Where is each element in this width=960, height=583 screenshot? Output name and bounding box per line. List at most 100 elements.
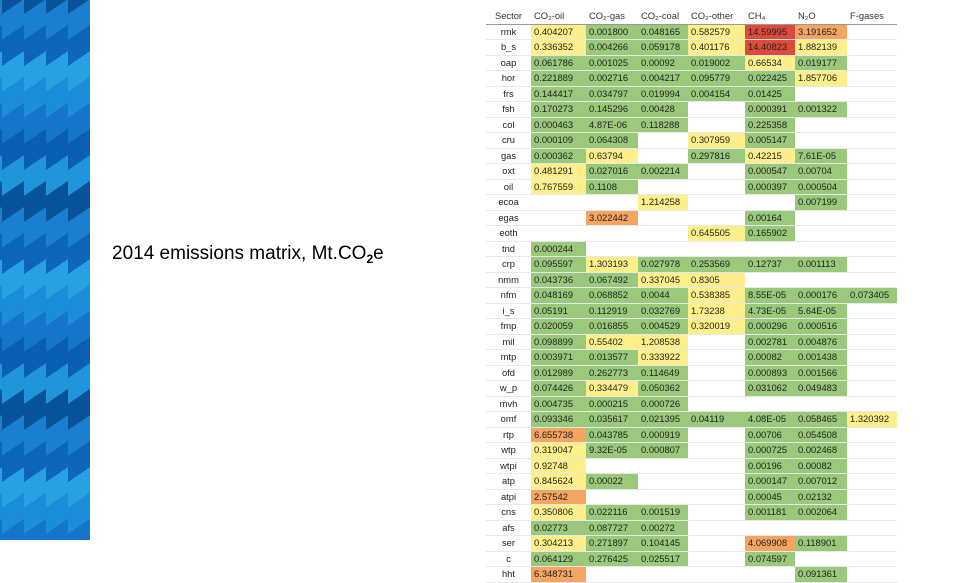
table-cell: 0.92748 bbox=[531, 458, 586, 474]
table-cell: 0.767559 bbox=[531, 179, 586, 195]
table-cell: 0.049483 bbox=[795, 380, 847, 396]
stripe-tile bbox=[2, 129, 24, 170]
stripe-tile bbox=[24, 467, 46, 508]
decorative-blue-stripe bbox=[0, 0, 90, 540]
table-row: wtpi 0.92748 0.00196 0.00082 bbox=[486, 458, 897, 474]
table-cell: 0.031062 bbox=[745, 380, 795, 396]
stripe-tile bbox=[0, 233, 2, 261]
sector-label: cru bbox=[486, 132, 531, 148]
table-cell: 2.57542 bbox=[531, 489, 586, 505]
table-cell: 7.61E-05 bbox=[795, 148, 847, 164]
stripe-tile bbox=[68, 233, 90, 274]
table-cell: 0.0044 bbox=[638, 287, 688, 303]
table-cell: 0.001113 bbox=[795, 256, 847, 272]
table-row: nfm 0.048169 0.068852 0.0044 0.538385 8.55E-0… bbox=[486, 287, 897, 303]
stripe-tile bbox=[2, 233, 24, 274]
stripe-tile bbox=[2, 415, 24, 456]
table-cell: 0.00196 bbox=[745, 458, 795, 474]
table-cell bbox=[688, 194, 745, 210]
stripe-tile bbox=[24, 285, 46, 326]
table-row: omf 0.093346 0.035617 0.021395 0.04119 4.08E-… bbox=[486, 411, 897, 427]
stripe-tile bbox=[2, 181, 24, 222]
table-cell bbox=[847, 210, 897, 226]
table-cell: 0.035617 bbox=[586, 411, 638, 427]
table-cell bbox=[847, 194, 897, 210]
table-cell bbox=[688, 396, 745, 412]
table-row: oil 0.767559 0.1108 0.000397 0.000504 bbox=[486, 179, 897, 195]
stripe-tile bbox=[68, 0, 90, 40]
table-cell bbox=[531, 194, 586, 210]
stripe-tile bbox=[24, 363, 46, 404]
stripe-tile bbox=[68, 519, 90, 540]
sector-label: frs bbox=[486, 86, 531, 102]
table-cell bbox=[847, 101, 897, 117]
stripe-tile bbox=[24, 0, 46, 40]
table-cell: 0.165902 bbox=[745, 225, 795, 241]
table-cell: 0.000726 bbox=[638, 396, 688, 412]
stripe-tile bbox=[46, 25, 68, 66]
stripe-tile bbox=[68, 207, 90, 248]
stripe-tile bbox=[24, 493, 46, 534]
table-cell: 0.00092 bbox=[638, 55, 688, 71]
table-cell: 0.000296 bbox=[745, 318, 795, 334]
stripe-tile bbox=[24, 103, 46, 144]
table-cell bbox=[847, 132, 897, 148]
table-cell: 0.034797 bbox=[586, 86, 638, 102]
table-cell: 0.000109 bbox=[531, 132, 586, 148]
table-cell: 1.857706 bbox=[795, 70, 847, 86]
table-row: fsh 0.170273 0.145296 0.00428 0.000391 0.0013… bbox=[486, 101, 897, 117]
table-cell: 0.42215 bbox=[745, 148, 795, 164]
table-row: w_p 0.074426 0.334479 0.050362 0.031062 0.049… bbox=[486, 380, 897, 396]
table-cell: 0.004529 bbox=[638, 318, 688, 334]
table-cell bbox=[688, 380, 745, 396]
table-cell: 0.112919 bbox=[586, 303, 638, 319]
table-cell bbox=[847, 427, 897, 443]
table-cell: 0.253569 bbox=[688, 256, 745, 272]
stripe-tile bbox=[2, 103, 24, 144]
table-cell bbox=[847, 55, 897, 71]
table-cell: 1.208538 bbox=[638, 334, 688, 350]
table-cell: 0.001181 bbox=[745, 504, 795, 520]
sector-label: fmp bbox=[486, 318, 531, 334]
stripe-tile bbox=[24, 181, 46, 222]
table-cell bbox=[795, 132, 847, 148]
sector-label: tnd bbox=[486, 241, 531, 257]
stripe-tile bbox=[46, 493, 68, 534]
table-cell: 0.01425 bbox=[745, 86, 795, 102]
table-cell: 0.320019 bbox=[688, 318, 745, 334]
table-cell: 0.55402 bbox=[586, 334, 638, 350]
column-header: CO₂-gas bbox=[586, 9, 638, 25]
table-cell: 0.098899 bbox=[531, 334, 586, 350]
table-cell: 0.095597 bbox=[531, 256, 586, 272]
table-cell: 3.191652 bbox=[795, 24, 847, 40]
stripe-tile bbox=[68, 363, 90, 404]
table-cell bbox=[638, 489, 688, 505]
table-cell: 0.002781 bbox=[745, 334, 795, 350]
table-cell bbox=[688, 566, 745, 582]
stripe-tile bbox=[24, 51, 46, 92]
table-row: ecoa 1.214258 0.007199 bbox=[486, 194, 897, 210]
table-cell: 0.00704 bbox=[795, 163, 847, 179]
table-cell bbox=[688, 365, 745, 381]
table-cell bbox=[847, 272, 897, 288]
sector-label: w_p bbox=[486, 380, 531, 396]
emissions-matrix-table: Sector CO₂-oil CO₂-gas CO₂-coal CO₂-other CH₄… bbox=[486, 9, 897, 583]
stripe-tile bbox=[24, 441, 46, 482]
table-cell bbox=[795, 86, 847, 102]
stripe-tile bbox=[2, 441, 24, 482]
table-cell: 0.019994 bbox=[638, 86, 688, 102]
table-cell bbox=[795, 396, 847, 412]
table-cell bbox=[638, 225, 688, 241]
table-cell: 0.004735 bbox=[531, 396, 586, 412]
stripe-tile bbox=[46, 441, 68, 482]
table-cell bbox=[688, 489, 745, 505]
stripe-tile bbox=[2, 337, 24, 378]
stripe-tile bbox=[0, 519, 2, 540]
stripe-tile bbox=[0, 311, 2, 339]
stripe-tile bbox=[24, 129, 46, 170]
table-row: nmm 0.043736 0.067492 0.337045 0.8305 bbox=[486, 272, 897, 288]
table-cell: 14.59995 bbox=[745, 24, 795, 40]
sector-label: nfm bbox=[486, 287, 531, 303]
table-cell bbox=[586, 241, 638, 257]
table-cell bbox=[847, 117, 897, 133]
